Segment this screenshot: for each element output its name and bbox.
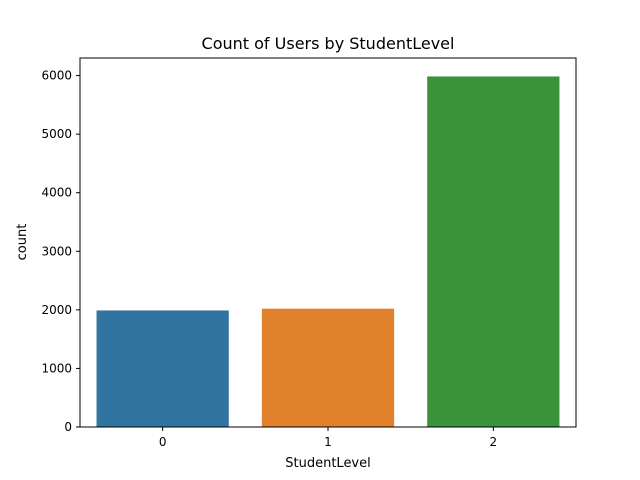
bars-group: [96, 76, 560, 427]
y-tick-label-2000: 2000: [41, 303, 72, 317]
x-axis-ticks: 0 1 2: [159, 427, 497, 449]
y-tick-label-1000: 1000: [41, 361, 72, 375]
y-tick-label-0: 0: [64, 420, 72, 434]
plot-frame: [79, 57, 577, 428]
bar-2: [427, 76, 560, 427]
y-tick-label-4000: 4000: [41, 186, 72, 200]
chart-title: Count of Users by StudentLevel: [202, 34, 455, 53]
y-tick-label-3000: 3000: [41, 244, 72, 258]
y-axis-label: count: [15, 224, 30, 261]
bar-0: [96, 310, 229, 427]
x-tick-label-0: 0: [159, 435, 167, 449]
y-tick-label-6000: 6000: [41, 69, 72, 83]
x-tick-label-2: 2: [490, 435, 498, 449]
y-axis-ticks: 0 1000 2000 3000 4000 5000 6000: [41, 69, 80, 434]
x-axis-label: StudentLevel: [285, 456, 371, 471]
y-tick-label-5000: 5000: [41, 127, 72, 141]
bar-1: [261, 308, 395, 427]
x-tick-label-1: 1: [324, 435, 332, 449]
